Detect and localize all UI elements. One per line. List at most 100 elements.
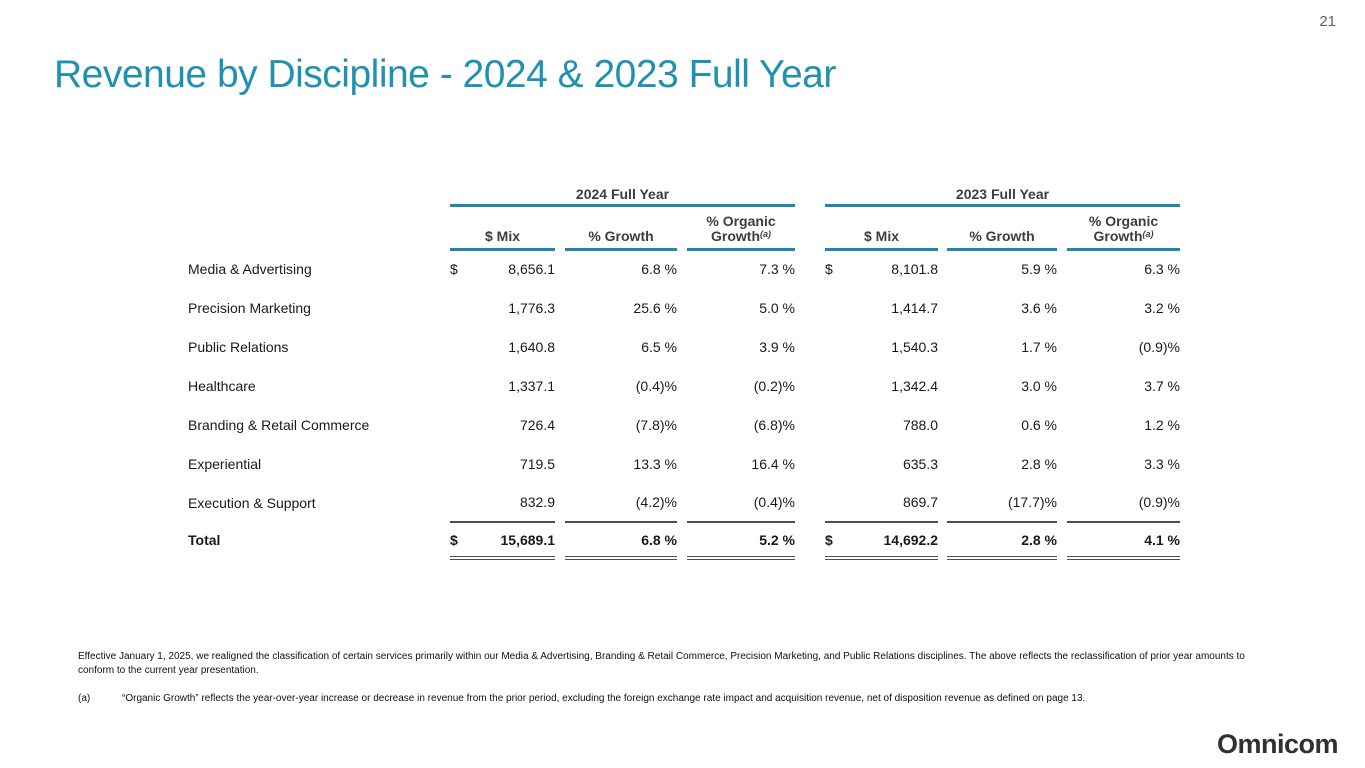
spacer [795,522,825,558]
col-header-growth-2024: % Growth [565,205,677,251]
row-label: Execution & Support [188,494,316,511]
growth-value-2024: 25.6 % [633,299,677,316]
growth-value-2023: 3.0 % [1021,377,1057,394]
total-row: Total $15,689.1 6.8 % 5.2 % $14,692.2 2.… [188,521,1180,560]
spacer [555,405,565,444]
spacer [677,205,687,249]
page-number: 21 [1319,13,1336,30]
slide-title: Revenue by Discipline - 2024 & 2023 Full… [54,53,836,97]
spacer [555,444,565,483]
table-row: Healthcare 1,337.1 (0.4)% (0.2)% 1,342.4… [188,366,1180,405]
spacer [1057,483,1067,522]
spacer [938,249,947,288]
spacer [938,444,947,483]
growth-value-2024: (7.8)% [635,416,677,433]
mix-value-2023: 8,101.8 [891,261,938,278]
organic-value-2023: 6.3 % [1144,261,1180,278]
mix-cell-2024: 719.5 [450,456,555,472]
row-label: Branding & Retail Commerce [188,416,370,433]
mix-cell-2023: 1,342.4 [825,378,938,394]
growth-value-2024: 6.8 % [641,261,677,278]
group-header-row: 2024 Full Year 2023 Full Year [188,184,1180,207]
spacer [188,184,450,205]
total-organic-value-2024: 5.2 % [687,521,795,560]
mix-value-2023: 788.0 [902,416,938,433]
mix-cell-2024: $8,656.1 [450,261,555,277]
table-row: Precision Marketing 1,776.3 25.6 % 5.0 %… [188,288,1180,327]
spacer [795,327,825,366]
mix-value-2024: 1,337.1 [508,377,555,394]
organic-value-2024: (0.2)% [753,377,795,394]
organic-value-2023: (0.9)% [1138,494,1180,510]
table-row: Branding & Retail Commerce 726.4 (7.8)% … [188,405,1180,444]
row-label: Precision Marketing [188,299,311,316]
growth-value-2023: 1.7 % [1021,338,1057,355]
spacer [188,205,450,249]
spacer [1057,405,1067,444]
mix-value-2024: 726.4 [519,416,555,433]
mix-cell-2023: 1,540.3 [825,339,938,355]
total-organic-value-2023: 4.1 % [1067,521,1180,560]
col-header-growth-2023: % Growth [947,205,1057,251]
spacer [555,366,565,405]
growth-value-2024: (0.4)% [635,377,677,394]
col-header-organic-2024: % Organic Growth(a) [687,205,795,251]
spacer [938,205,947,249]
spacer [795,405,825,444]
row-label: Experiential [188,455,262,472]
footnote-text-a: “Organic Growth” reflects the year-over-… [122,693,1086,704]
total-growth-value-2023: 2.8 % [947,521,1057,560]
organic-value-2024: (6.8)% [753,416,795,433]
spacer [938,405,947,444]
column-header-row: $ Mix % Growth % Organic Growth(a) $ Mix… [188,205,1180,251]
footnote-organic-growth: (a) “Organic Growth” reflects the year-o… [78,692,1270,706]
spacer [555,249,565,288]
omnicom-logo: Omnicom [1216,729,1339,759]
mix-cell-2023: 788.0 [825,417,938,433]
spacer [938,327,947,366]
mix-value-2023: 1,342.4 [891,377,938,394]
mix-cell-2023: 1,414.7 [825,300,938,316]
mix-cell-2024: 1,337.1 [450,378,555,394]
dollar-sign: $ [450,531,458,548]
organic-value-2023: (0.9)% [1138,338,1180,355]
total-mix-cell-2024: $15,689.1 [450,532,555,548]
growth-value-2024: 13.3 % [633,455,677,472]
spacer [1057,327,1067,366]
organic-value-2024: 3.9 % [759,338,795,355]
mix-value-2024: 8,656.1 [508,261,555,278]
col-header-mix-2024: $ Mix [450,205,555,251]
spacer [938,522,947,558]
spacer [938,483,947,522]
organic-value-2023: 3.2 % [1144,299,1180,316]
total-mix-value-2023: 14,692.2 [883,531,939,548]
footnote-label-a: (a) [78,693,91,704]
footnotes: Effective January 1, 2025, we realigned … [78,650,1270,706]
organic-value-2024: 16.4 % [751,455,795,472]
organic-value-2024: (0.4)% [753,494,795,510]
growth-value-2023: (17.7)% [1007,494,1057,510]
mix-cell-2024: 1,776.3 [450,300,555,316]
spacer [677,327,687,366]
mix-value-2023: 635.3 [902,455,938,472]
spacer [555,522,565,558]
mix-value-2024: 719.5 [519,455,555,472]
row-label: Public Relations [188,338,289,355]
footnote-marker-a: (a) [1142,228,1154,239]
mix-value-2023: 1,414.7 [891,299,938,316]
row-label: Healthcare [188,377,256,394]
spacer [555,327,565,366]
spacer [555,205,565,249]
group-header-2024: 2024 Full Year [450,184,795,207]
mix-cell-2023: 869.7 [825,494,938,510]
mix-cell-2023: 635.3 [825,456,938,472]
mix-cell-2023: $8,101.8 [825,261,938,277]
spacer [1057,444,1067,483]
spacer [795,249,825,288]
growth-value-2024: 6.5 % [641,338,677,355]
growth-value-2023: 0.6 % [1021,416,1057,433]
spacer [1057,522,1067,558]
spacer [938,288,947,327]
spacer [795,205,825,249]
total-mix-cell-2023: $14,692.2 [825,532,938,548]
